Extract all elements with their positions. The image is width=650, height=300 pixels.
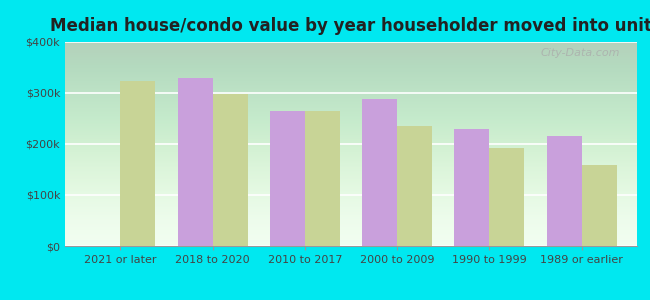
Bar [489, 148, 525, 246]
Legend: Red Oak, North Carolina: Red Oak, North Carolina [237, 297, 465, 300]
Bar [120, 81, 155, 246]
Bar [397, 126, 432, 246]
Bar [213, 94, 248, 246]
Bar [454, 129, 489, 246]
Title: Median house/condo value by year householder moved into unit: Median house/condo value by year househo… [50, 17, 650, 35]
Bar [270, 111, 305, 246]
Bar [582, 165, 617, 246]
Bar [362, 99, 397, 246]
Bar [177, 78, 213, 246]
Bar [305, 111, 340, 246]
Bar [547, 136, 582, 246]
Text: City-Data.com: City-Data.com [540, 48, 620, 58]
